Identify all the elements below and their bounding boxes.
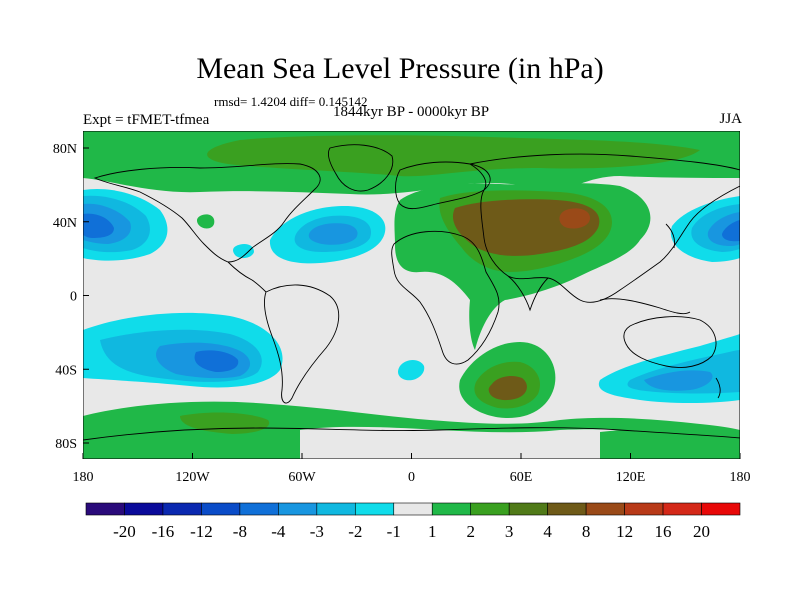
colorbar-swatch <box>393 502 433 516</box>
experiment-label: Expt = tFMET-tfmea <box>83 112 210 128</box>
colorbar: -20 -16 -12 -8 -4 -3 -2 -1 1 2 3 4 8 12 16 20 <box>85 502 741 541</box>
colorbar-swatch <box>85 502 125 516</box>
south-atlantic-negative-patch <box>398 360 425 381</box>
colorbar-swatch <box>278 502 318 516</box>
lon-tick-label: 120E <box>616 470 646 485</box>
colorbar-swatch <box>701 502 741 516</box>
colorbar-swatch <box>239 502 279 516</box>
colorbar-label: -4 <box>271 522 286 541</box>
colorbar-swatch <box>316 502 356 516</box>
lat-tick-label: 80N <box>53 142 77 157</box>
colorbar-label: 8 <box>582 522 591 541</box>
lon-tick-label: 120W <box>175 470 210 485</box>
colorbar-label: -3 <box>310 522 324 541</box>
lon-tick-label: 180 <box>73 470 94 485</box>
colorbar-swatch <box>662 502 702 516</box>
period-label: 1844kyr BP - 0000kyr BP <box>332 104 490 120</box>
colorbar-label: 4 <box>543 522 552 541</box>
colorbar-label: -20 <box>113 522 136 541</box>
colorbar-label: 16 <box>655 522 672 541</box>
colorbar-swatch <box>585 502 625 516</box>
colorbar-swatch <box>624 502 664 516</box>
lon-tick-label: 60W <box>288 470 316 485</box>
colorbar-label: 1 <box>428 522 437 541</box>
colorbar-label: -1 <box>387 522 401 541</box>
lat-tick-label: 0 <box>70 290 77 305</box>
colorbar-label: 2 <box>466 522 475 541</box>
colorbar-label: 3 <box>505 522 514 541</box>
colorbar-swatch <box>354 502 395 516</box>
lat-tick-label: 80S <box>55 437 77 452</box>
colorbar-label: -2 <box>348 522 362 541</box>
colorbar-label: -16 <box>152 522 175 541</box>
north-pacific-negative-4 <box>83 213 114 238</box>
colorbar-swatch <box>124 502 164 516</box>
stats-text: rmsd= 1.4204 diff= 0.145142 <box>214 94 368 109</box>
arctic-darker-patch <box>207 135 701 177</box>
tibet-peak <box>559 208 590 229</box>
colorbar-label: -12 <box>190 522 213 541</box>
colorbar-swatch <box>201 502 241 516</box>
colorbar-label: 20 <box>693 522 710 541</box>
lat-tick-label: 40N <box>53 216 77 231</box>
lat-tick-label: 40S <box>55 363 77 378</box>
pressure-field <box>83 131 740 459</box>
colorbar-swatch <box>470 502 510 516</box>
lon-tick-label: 60E <box>510 470 533 485</box>
map-axes: 180 120W 60W 0 60E 120E 180 80N 40N 0 40S 80S <box>53 142 751 485</box>
coastlines <box>83 144 740 441</box>
season-label: JJA <box>719 111 742 127</box>
lon-tick-label: 180 <box>730 470 751 485</box>
colorbar-swatch <box>162 502 202 516</box>
colorbar-swatch <box>547 502 587 516</box>
colorbar-swatch <box>508 502 548 516</box>
lon-tick-label: 0 <box>408 470 415 485</box>
colorbar-label: -8 <box>233 522 247 541</box>
colorbar-swatch <box>431 502 472 516</box>
colorbar-label: 12 <box>616 522 633 541</box>
map-title: Mean Sea Level Pressure (in hPa) <box>196 52 604 85</box>
